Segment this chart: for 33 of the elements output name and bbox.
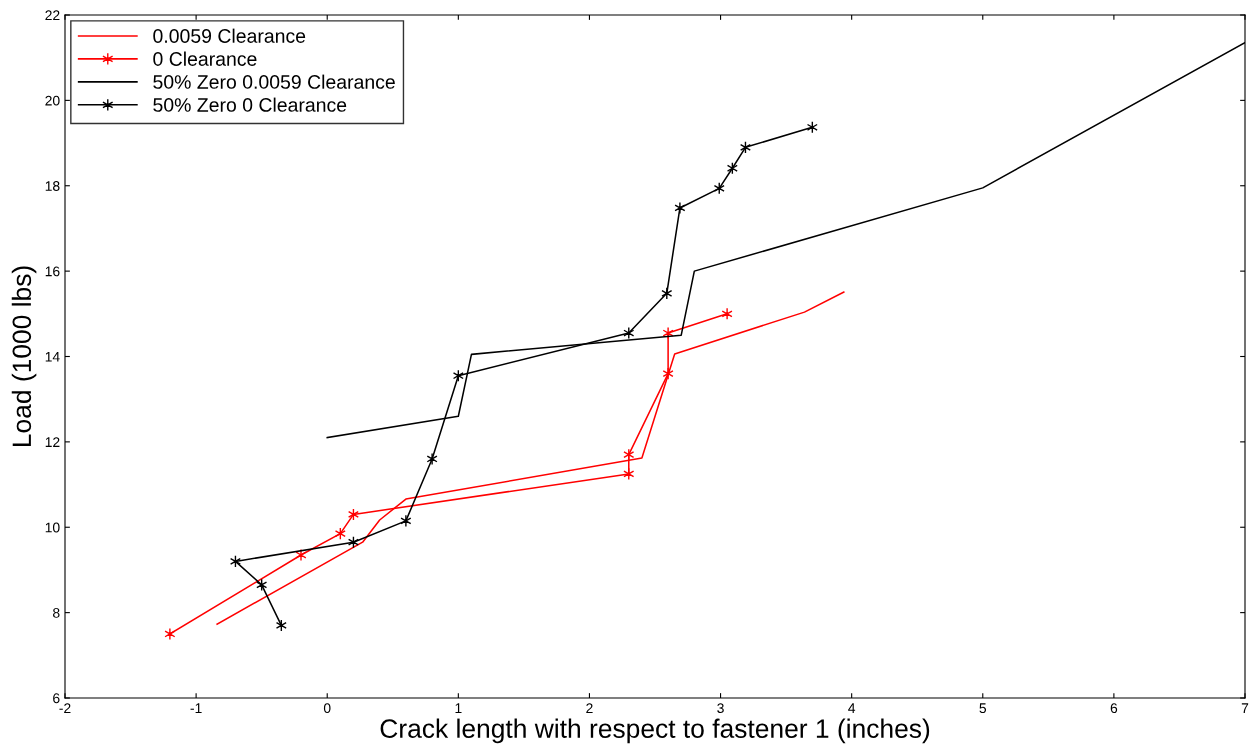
legend-label: 50% Zero 0.0059 Clearance: [153, 74, 395, 89]
point: [662, 367, 674, 380]
y-tick-label: 14: [45, 351, 60, 362]
x-tick-label: 2: [586, 703, 593, 713]
y-tick-label: 18: [45, 181, 60, 191]
point: [164, 627, 176, 641]
x-tick-label: 4: [848, 703, 856, 713]
legend-label: 50% Zero 0 Clearance: [153, 97, 347, 112]
x-tick-label: 0: [323, 703, 331, 714]
x-tick-label: 3: [717, 703, 724, 714]
x-tick-label: 7: [1241, 703, 1249, 713]
y-tick-label: 6: [53, 693, 60, 704]
y-tick-label: 22: [45, 10, 60, 21]
point: [662, 326, 674, 340]
legend-label: 0 Clearance: [153, 51, 257, 66]
point: [400, 514, 412, 528]
point: [295, 548, 307, 562]
point: [721, 307, 733, 321]
point: [674, 201, 686, 215]
point: [426, 452, 438, 466]
x-axis-title: Crack length with respect to fastener 1 (inches): [380, 718, 930, 744]
y-axis-title: Load (1000 lbs): [11, 266, 37, 447]
x-tick-label: -1: [190, 703, 202, 713]
x-tick-label: -2: [59, 703, 71, 713]
y-tick-label: 8: [53, 607, 60, 618]
y-tick-label: 12: [45, 437, 60, 447]
y-tick-label: 10: [45, 522, 60, 533]
y-tick-label: 20: [45, 95, 60, 106]
legend-label: 0.0059 Clearance: [153, 28, 306, 43]
x-tick-label: 5: [979, 703, 987, 714]
x-tick-label: 6: [1110, 703, 1118, 714]
x-tick-label: 1: [455, 703, 462, 713]
y-tick-label: 16: [45, 266, 60, 277]
